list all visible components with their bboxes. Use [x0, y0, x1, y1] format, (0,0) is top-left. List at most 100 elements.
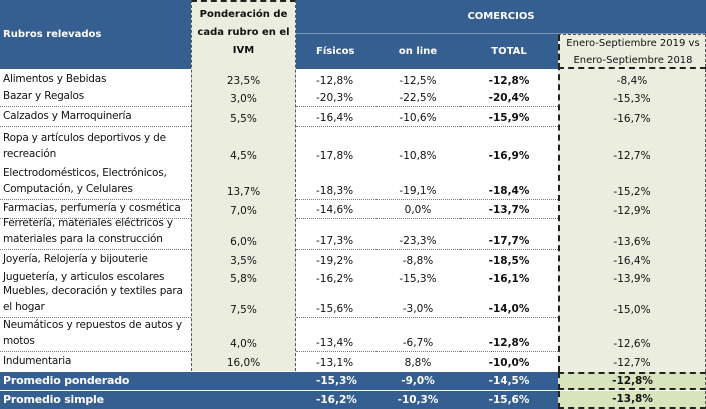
rubro-cell: Bazar y Regalos	[0, 89, 191, 107]
rubro-cell: Calzados y Marroquinería	[0, 107, 191, 127]
fisicos-cell: -13,1%	[316, 357, 354, 369]
promedio-simple-fisicos: -16,2%	[316, 394, 357, 406]
table-row: Neumáticos y repuestos de autos y motos 4…	[0, 318, 706, 352]
comparacion-cell: -15,3%	[613, 93, 651, 105]
header-total: TOTAL	[460, 34, 558, 69]
table-row: Alimentos y Bebidas 23,5% -12,8% -12,5% -12,…	[0, 72, 706, 89]
online-cell: -6,7%	[376, 318, 460, 352]
rubro-cell: Juguetería, y articulos escolares	[3, 271, 165, 283]
ponderacion-cell: 6,0%	[230, 236, 257, 248]
fisicos-cell: -17,3%	[296, 219, 376, 250]
promedio-simple-online: -10,3%	[397, 394, 439, 406]
total-cell: -12,8%	[460, 318, 558, 352]
rubro-cell: Ropa y artículos deportivos y de recreac…	[3, 132, 166, 160]
ponderacion-cell: 3,0%	[230, 93, 257, 105]
total-cell: -18,5%	[488, 255, 530, 267]
comparacion-cell: -16,4%	[613, 255, 651, 267]
fisicos-cell: -19,2%	[316, 255, 354, 267]
comparacion-cell: -12,7%	[613, 357, 651, 369]
comparacion-cell: -8,4%	[616, 75, 648, 87]
comparacion-cell: -12,9%	[613, 205, 651, 217]
header-comercios-label: COMERCIOS	[467, 11, 535, 22]
header-ponderacion: Ponderación de cada rubro en el IVM	[191, 6, 296, 66]
online-cell: 8,8%	[404, 357, 432, 369]
fisicos-cell: -16,4%	[296, 107, 376, 127]
online-cell: -10,6%	[376, 107, 460, 127]
online-cell: 0,0%	[376, 200, 460, 219]
promedio-simple-comparacion: -13,8%	[558, 391, 706, 409]
rubro-cell: Muebles, decoración y textiles para el h…	[0, 285, 191, 318]
comparacion-cell: -16,7%	[613, 113, 651, 125]
fisicos-cell: -13,4%	[296, 318, 376, 352]
weight-column-bg	[191, 0, 296, 371]
ponderacion-cell: 7,0%	[230, 205, 257, 217]
header-rubros-label: Rubros relevados	[3, 29, 102, 40]
rubro-cell: Neumáticos y repuestos de autos y motos	[0, 318, 191, 352]
promedio-simple-row: Promedio simple -16,2% -10,3% -15,6% -13…	[0, 391, 706, 409]
online-cell: -19,1%	[376, 164, 460, 200]
ponderacion-cell: 4,5%	[230, 150, 257, 162]
total-cell: -20,4%	[460, 89, 558, 107]
rubro-cell: Indumentaria	[3, 355, 72, 367]
promedio-simple-total: -15,6%	[488, 394, 530, 406]
fisicos-cell: -18,3%	[296, 164, 376, 200]
comparacion-cell: -15,2%	[613, 186, 651, 198]
total-cell: -16,1%	[488, 273, 530, 285]
promedio-ponderado-label: Promedio ponderado	[3, 374, 130, 387]
online-cell: -12,5%	[399, 75, 437, 87]
header-comparacion-line1: Enero-Septiembre 2019 vs	[566, 38, 700, 49]
comparacion-cell: -13,9%	[613, 273, 651, 285]
table-row: Indumentaria 16,0% -13,1% 8,8% -10,0% -12,7%	[0, 352, 706, 371]
header-fisicos: Físicos	[296, 34, 376, 69]
header-comparacion-line2: Enero-Septiembre 2018	[573, 55, 693, 66]
fisicos-cell: -20,3%	[296, 89, 376, 107]
rubro-cell: Joyería, Relojería y bijouterie	[3, 253, 148, 265]
online-cell: -22,5%	[376, 89, 460, 107]
promedio-simple-label: Promedio simple	[3, 393, 104, 406]
header-online-label: on line	[398, 46, 438, 57]
online-cell: -3,0%	[376, 287, 460, 318]
table-row: Electrodomésticos, Electrónicos, Computa…	[0, 164, 706, 200]
table-row: Farmacias, perfumería y cosmética 7,0% -14…	[0, 200, 706, 219]
ponderacion-cell: 4,0%	[230, 338, 257, 350]
ponderacion-cell: 5,5%	[230, 113, 257, 125]
table-row: Bazar y Regalos 3,0% -20,3% -22,5% -20,4% -15…	[0, 89, 706, 107]
promedio-ponderado-row: Promedio ponderado -15,3% -9,0% -14,5% -…	[0, 372, 706, 390]
ponderacion-cell: 23,5%	[226, 75, 261, 87]
online-cell: -8,8%	[402, 255, 434, 267]
table-row: Joyería, Relojería y bijouterie 3,5% -19,2…	[0, 250, 706, 269]
comparacion-cell: -12,7%	[613, 150, 651, 162]
promedio-ponderado-comparacion: -12,8%	[558, 372, 706, 390]
table-row: Ferretería, materiales eléctricos y mate…	[0, 217, 706, 250]
total-cell: -13,7%	[460, 200, 558, 219]
fisicos-cell: -16,2%	[316, 273, 354, 285]
online-cell: -23,3%	[376, 219, 460, 250]
header-total-label: TOTAL	[491, 46, 527, 57]
rubro-cell: Farmacias, perfumería y cosmética	[0, 200, 191, 219]
total-cell: -12,8%	[488, 75, 530, 87]
online-cell: -10,8%	[399, 150, 437, 162]
fisicos-cell: -14,6%	[296, 200, 376, 219]
total-cell: -16,9%	[488, 150, 530, 162]
table-row: Ropa y artículos deportivos y de recreac…	[0, 127, 706, 164]
table-row: Juguetería, y articulos escolares 5,8% -16…	[0, 269, 706, 287]
comparacion-cell: -13,6%	[613, 236, 651, 248]
header-ponderacion-label: Ponderación de cada rubro en el IVM	[197, 9, 290, 56]
ponderacion-cell: 13,7%	[226, 186, 261, 198]
rubro-cell: Alimentos y Bebidas	[3, 73, 107, 85]
fisicos-cell: -15,6%	[296, 287, 376, 318]
total-cell: -14,0%	[460, 287, 558, 318]
promedio-ponderado-online: -9,0%	[401, 375, 435, 387]
table-row: Calzados y Marroquinería 5,5% -16,4% -10,6%…	[0, 107, 706, 127]
header-comercios: COMERCIOS	[296, 0, 706, 34]
ponderacion-cell: 3,5%	[230, 255, 257, 267]
total-cell: -18,4%	[460, 164, 558, 200]
header-online: on line	[376, 34, 460, 69]
header-comparacion: Enero-Septiembre 2019 vs Enero-Septiembr…	[558, 35, 706, 69]
rubro-cell: Electrodomésticos, Electrónicos, Computa…	[0, 164, 191, 200]
header-rubros: Rubros relevados	[0, 0, 191, 69]
rubro-cell: Ferretería, materiales eléctricos y mate…	[0, 217, 191, 250]
total-cell: -17,7%	[460, 219, 558, 250]
ponderacion-cell: 5,8%	[230, 273, 257, 285]
ponderacion-cell: 16,0%	[226, 357, 261, 369]
